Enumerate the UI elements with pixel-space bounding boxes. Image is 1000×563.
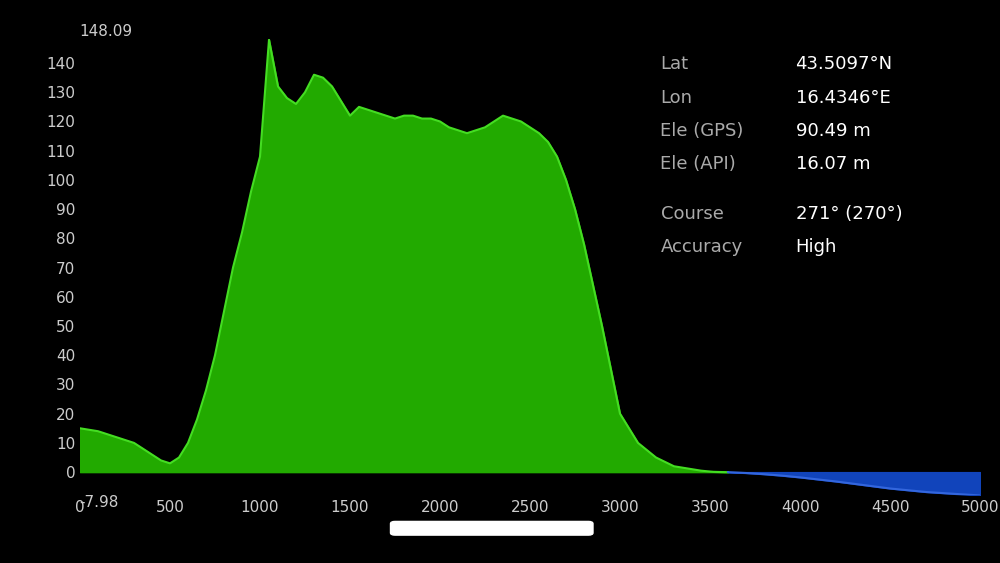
Text: High: High (796, 239, 837, 257)
FancyBboxPatch shape (390, 521, 593, 535)
Text: 16.07 m: 16.07 m (796, 155, 870, 173)
Text: -7.98: -7.98 (79, 495, 118, 511)
Text: Lon: Lon (660, 88, 692, 106)
Text: 43.5097°N: 43.5097°N (796, 55, 893, 73)
Text: Course: Course (660, 205, 723, 223)
Text: 16.4346°E: 16.4346°E (796, 88, 890, 106)
Text: 90.49 m: 90.49 m (796, 122, 870, 140)
Text: Ele (GPS): Ele (GPS) (660, 122, 744, 140)
Text: 271° (270°): 271° (270°) (796, 205, 902, 223)
Text: Lat: Lat (660, 55, 689, 73)
Text: Accuracy: Accuracy (660, 239, 743, 257)
Text: Ele (API): Ele (API) (660, 155, 736, 173)
Text: 148.09: 148.09 (79, 24, 132, 39)
